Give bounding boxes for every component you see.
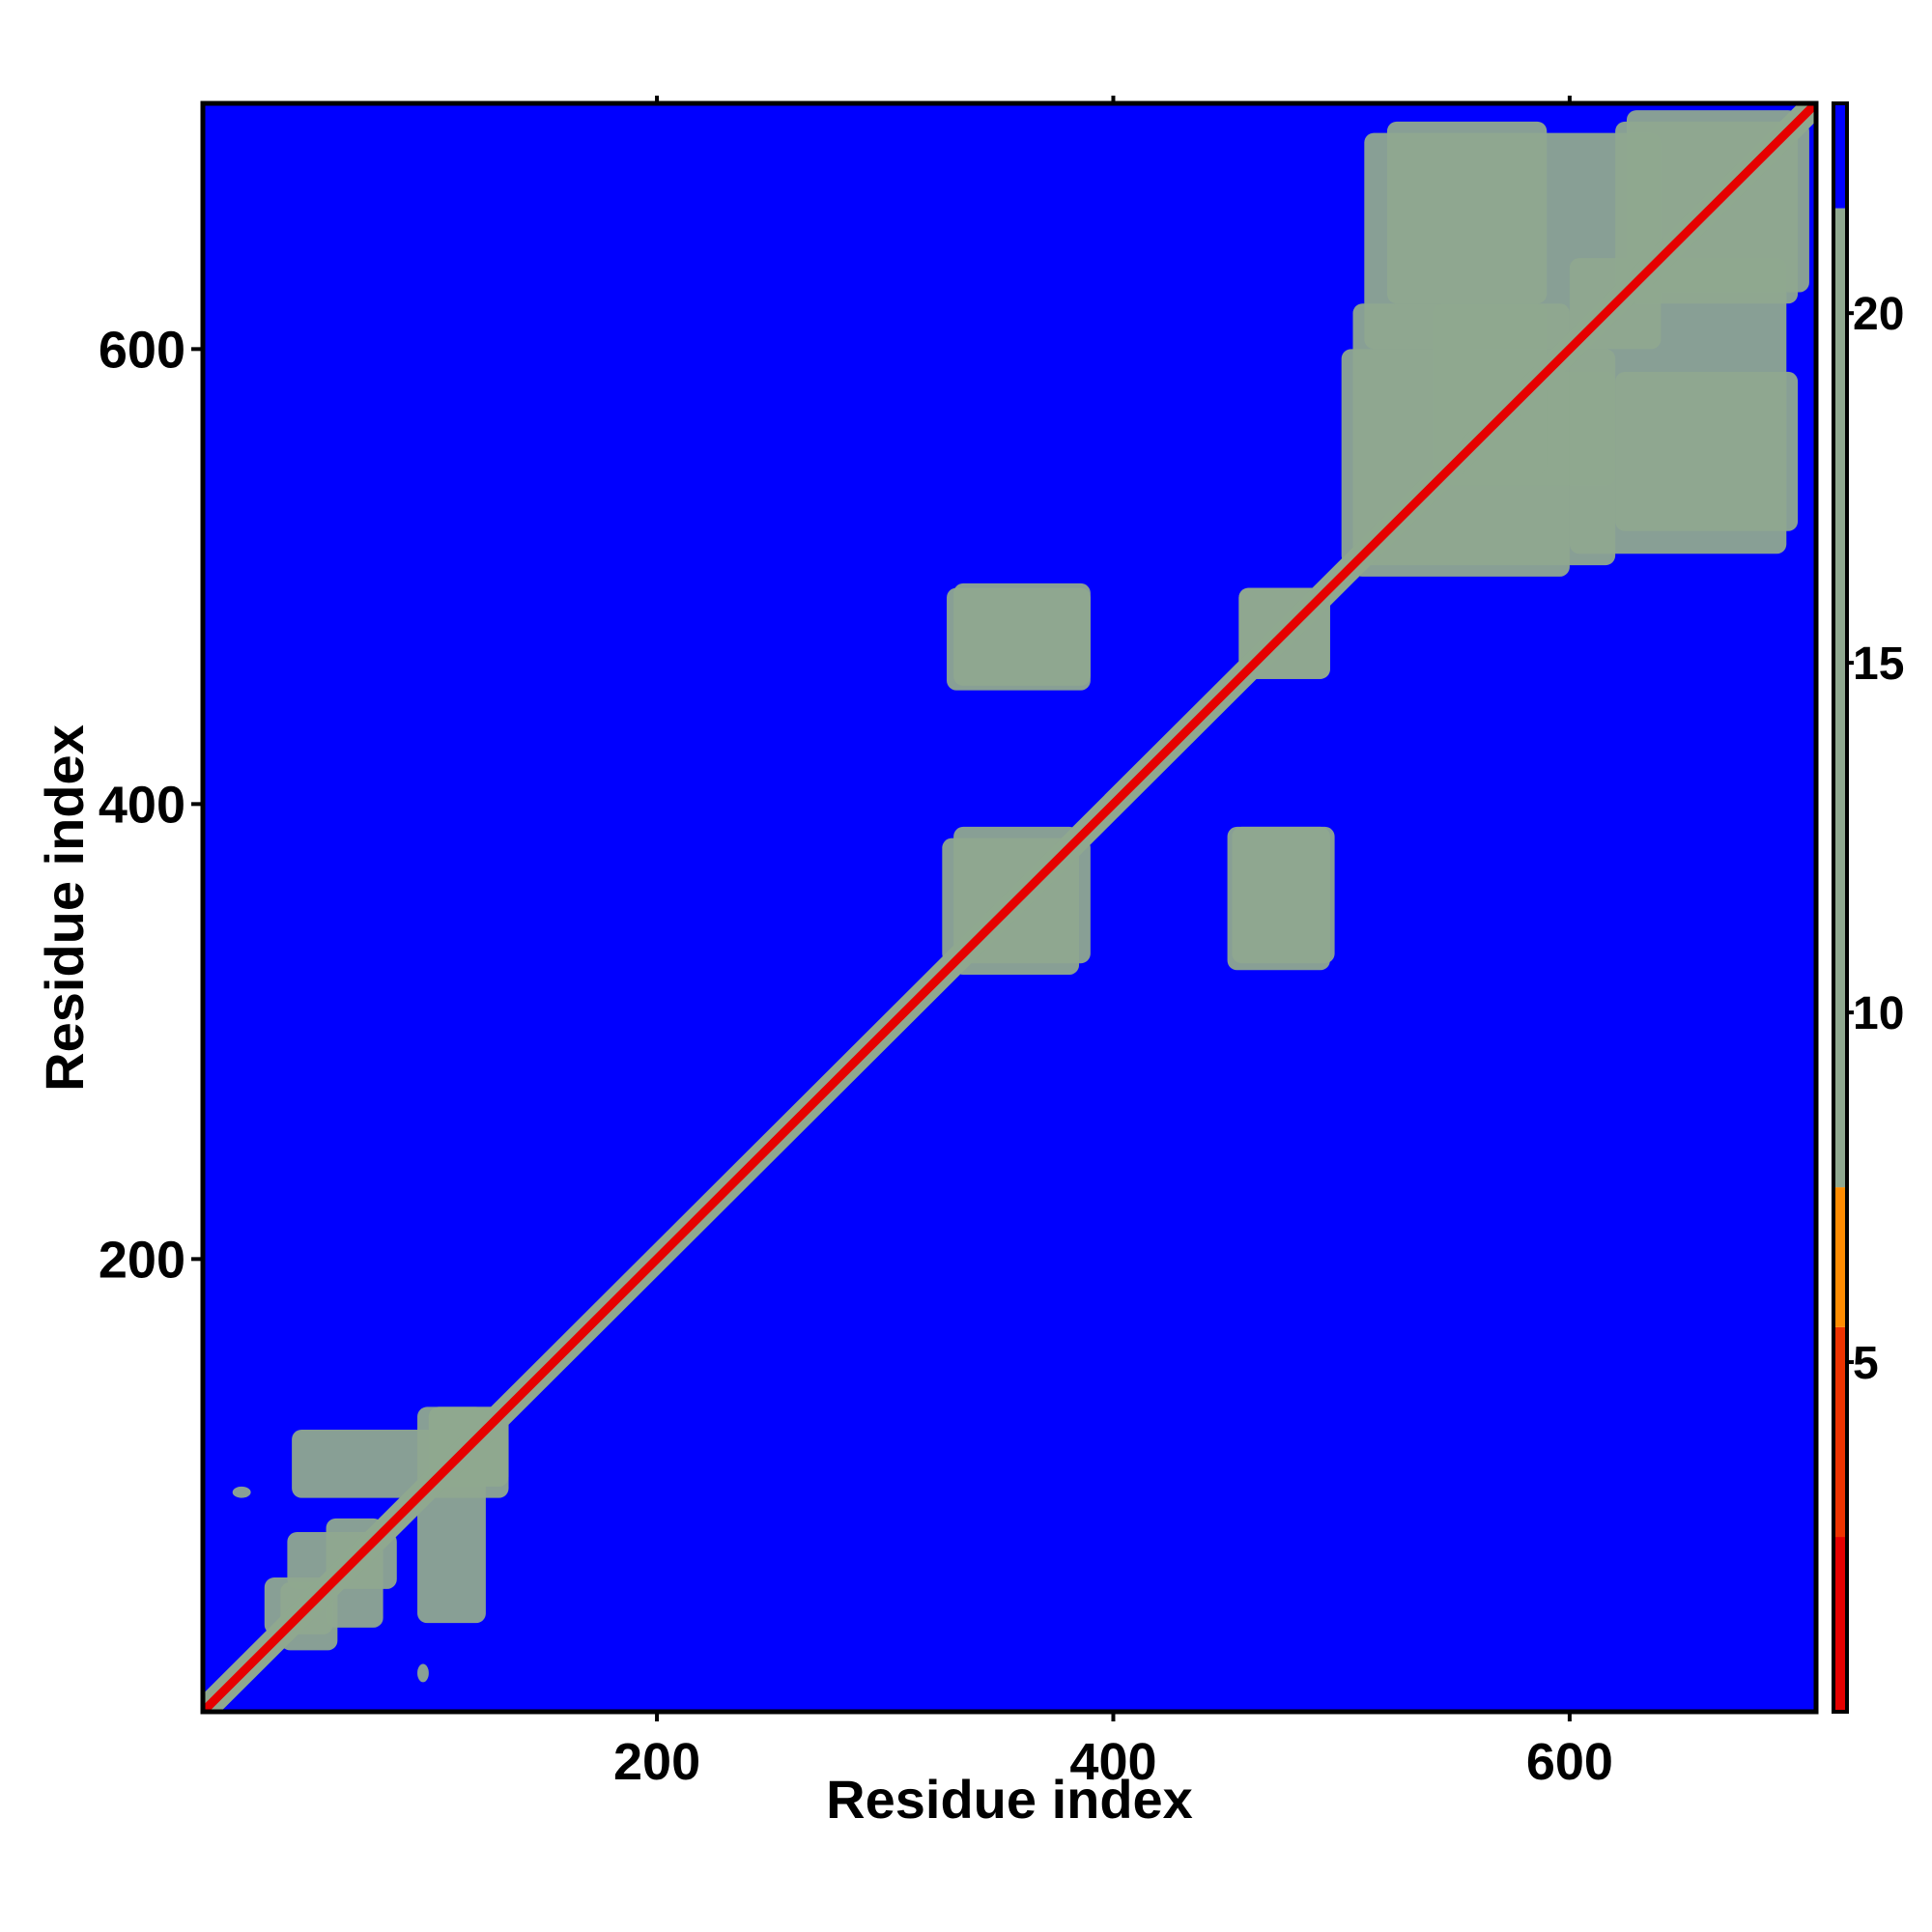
x-tick-label: 400 (1069, 1733, 1156, 1791)
y-tick-label: 600 (99, 321, 185, 379)
contact-region-mirror-12 (1569, 258, 1787, 554)
colorbar-tick-label: 20 (1853, 289, 1904, 340)
diagonal-core (203, 103, 1816, 1712)
x-axis-ticks: 200 400 600 (613, 96, 1613, 1791)
colorbar-frame (1832, 101, 1849, 1714)
colorbar-band (1833, 1187, 1847, 1327)
plot-frame (200, 100, 1819, 1715)
contact-region-mirror-0 (232, 1486, 251, 1498)
contact-region-mirror-7 (1227, 826, 1330, 971)
x-tick-label: 200 (613, 1733, 700, 1791)
colorbar-tick-label: 15 (1853, 639, 1904, 690)
colorbar: 5 10 15 20 (1832, 101, 1904, 1714)
x-axis-title: Residue index (826, 1769, 1193, 1830)
colorbar-tick-label: 5 (1853, 1338, 1879, 1389)
colorbar-tick-label: 10 (1853, 988, 1904, 1039)
colorbar-band (1833, 103, 1847, 209)
heatmap-cells (203, 103, 1816, 1712)
y-axis-ticks: 200 400 600 (99, 321, 203, 1289)
colorbar-band (1833, 208, 1847, 1188)
contact-region-0 (417, 1663, 429, 1683)
y-tick-label: 200 (99, 1231, 185, 1289)
y-tick-label: 400 (99, 776, 185, 834)
y-axis-title: Residue index (34, 724, 95, 1092)
contact-region-7 (947, 587, 1091, 691)
colorbar-band (1833, 1326, 1847, 1538)
colorbar-band (1833, 1537, 1847, 1712)
x-tick-label: 600 (1526, 1733, 1613, 1791)
